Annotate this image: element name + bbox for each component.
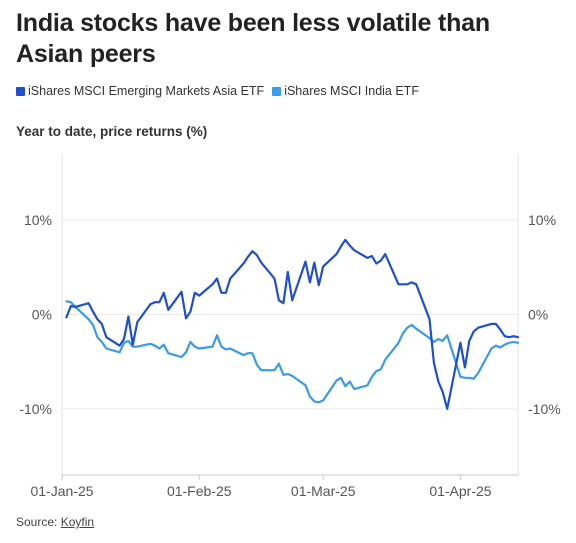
line-chart: 10% 10% 0% 0% -10% -10% 01-Jan-25 01-Feb-25 01-M… bbox=[19, 154, 561, 499]
x-tick-label: 01-Mar-25 bbox=[291, 483, 356, 499]
legend-item-asia-etf[interactable]: iShares MSCI Emerging Markets Asia ETF bbox=[16, 84, 264, 98]
chart-title: India stocks have been less volatile tha… bbox=[16, 9, 490, 68]
x-tick-label: 01-Feb-25 bbox=[167, 483, 232, 499]
series-line-asia-etf bbox=[65, 238, 520, 410]
legend-label-india-etf: iShares MSCI India ETF bbox=[284, 84, 419, 98]
y-tick-label-right: 10% bbox=[528, 212, 556, 228]
chart-tick-labels: 10% 10% 0% 0% -10% -10% 01-Jan-25 01-Feb-25 01-M… bbox=[19, 212, 560, 499]
y-tick-label-right: 0% bbox=[528, 307, 548, 323]
y-tick-label-left: 0% bbox=[32, 307, 52, 323]
y-tick-label-right: -10% bbox=[528, 401, 561, 417]
legend: iShares MSCI Emerging Markets Asia ETF i… bbox=[16, 84, 419, 98]
source-link-koyfin[interactable]: Koyfin bbox=[60, 515, 95, 529]
y-tick-label-left: -10% bbox=[19, 401, 52, 417]
legend-item-india-etf[interactable]: iShares MSCI India ETF bbox=[272, 84, 419, 98]
y-tick-label-left: 10% bbox=[24, 212, 52, 228]
x-tick-label: 01-Apr-25 bbox=[429, 483, 491, 499]
chart-series bbox=[65, 238, 520, 410]
x-tick-label: 01-Jan-25 bbox=[30, 483, 93, 499]
chart-grid bbox=[62, 219, 518, 410]
legend-swatch-india-etf bbox=[272, 86, 282, 96]
legend-swatch-asia-etf bbox=[16, 86, 25, 96]
source-note: Source: Koyfin bbox=[16, 515, 94, 529]
chart-subtitle: Year to date, price returns (%) bbox=[16, 124, 208, 139]
legend-label-asia-etf: iShares MSCI Emerging Markets Asia ETF bbox=[28, 84, 265, 98]
source-prefix: Source: bbox=[16, 515, 61, 529]
series-line-india-etf bbox=[65, 300, 520, 404]
chart-axes bbox=[61, 154, 519, 480]
